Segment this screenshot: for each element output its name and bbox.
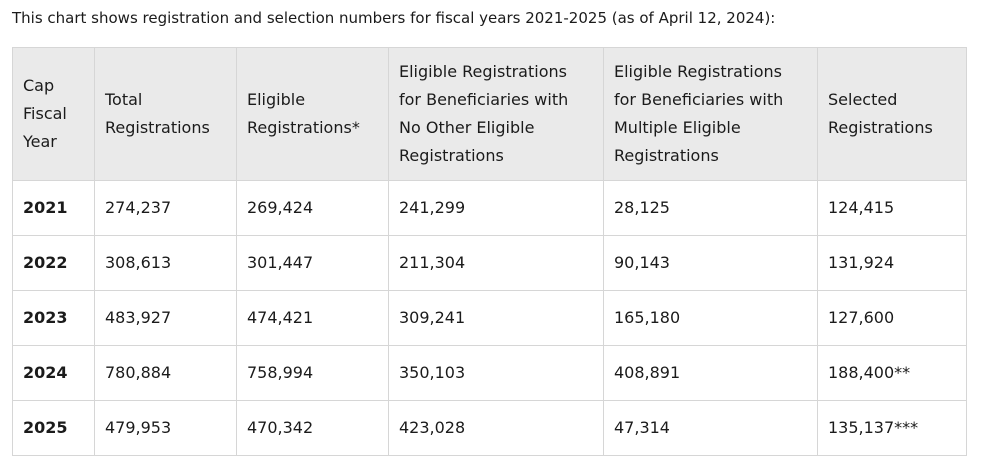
cell-fiscal-year: 2025 — [12, 400, 95, 456]
header-eligible-multiple: Eligible Registrations for Beneficiaries… — [603, 47, 818, 181]
cell-total-registrations: 274,237 — [94, 180, 237, 236]
intro-text: This chart shows registration and select… — [12, 9, 776, 27]
cell-selected-registrations: 124,415 — [817, 180, 967, 236]
cell-total-registrations: 483,927 — [94, 290, 237, 346]
header-selected-registrations: Selected Registrations — [817, 47, 967, 181]
table-row: 2022 308,613 301,447 211,304 90,143 131,… — [12, 235, 967, 291]
table-row: 2025 479,953 470,342 423,028 47,314 135,… — [12, 400, 967, 456]
cell-eligible-multiple: 90,143 — [603, 235, 818, 291]
cell-total-registrations: 479,953 — [94, 400, 237, 456]
cell-eligible-registrations: 758,994 — [236, 345, 389, 401]
header-total-registrations: Total Registrations — [94, 47, 237, 181]
cell-selected-registrations: 131,924 — [817, 235, 967, 291]
cell-eligible-multiple: 408,891 — [603, 345, 818, 401]
table-row: 2021 274,237 269,424 241,299 28,125 124,… — [12, 180, 967, 236]
cell-eligible-registrations: 301,447 — [236, 235, 389, 291]
cell-eligible-multiple: 28,125 — [603, 180, 818, 236]
cell-eligible-no-other: 241,299 — [388, 180, 604, 236]
cell-eligible-multiple: 47,314 — [603, 400, 818, 456]
cell-selected-registrations: 188,400** — [817, 345, 967, 401]
cell-fiscal-year: 2022 — [12, 235, 95, 291]
cell-fiscal-year: 2023 — [12, 290, 95, 346]
table-body: 2021 274,237 269,424 241,299 28,125 124,… — [12, 180, 967, 456]
cell-eligible-registrations: 474,421 — [236, 290, 389, 346]
cell-eligible-multiple: 165,180 — [603, 290, 818, 346]
cell-eligible-registrations: 269,424 — [236, 180, 389, 236]
header-eligible-no-other: Eligible Registrations for Beneficiaries… — [388, 47, 604, 181]
table-header: Cap Fiscal Year Total Registrations Elig… — [12, 47, 967, 181]
cell-selected-registrations: 127,600 — [817, 290, 967, 346]
cell-eligible-no-other: 211,304 — [388, 235, 604, 291]
cell-eligible-no-other: 350,103 — [388, 345, 604, 401]
cell-eligible-no-other: 309,241 — [388, 290, 604, 346]
table-row: 2024 780,884 758,994 350,103 408,891 188… — [12, 345, 967, 401]
header-eligible-registrations: Eligible Registrations* — [236, 47, 389, 181]
header-cap-fiscal-year: Cap Fiscal Year — [12, 47, 95, 181]
cell-total-registrations: 780,884 — [94, 345, 237, 401]
table-row: 2023 483,927 474,421 309,241 165,180 127… — [12, 290, 967, 346]
cell-fiscal-year: 2024 — [12, 345, 95, 401]
cell-fiscal-year: 2021 — [12, 180, 95, 236]
registration-table: Cap Fiscal Year Total Registrations Elig… — [12, 47, 967, 456]
cell-eligible-no-other: 423,028 — [388, 400, 604, 456]
cell-selected-registrations: 135,137*** — [817, 400, 967, 456]
header-row: Cap Fiscal Year Total Registrations Elig… — [12, 47, 967, 181]
cell-total-registrations: 308,613 — [94, 235, 237, 291]
cell-eligible-registrations: 470,342 — [236, 400, 389, 456]
